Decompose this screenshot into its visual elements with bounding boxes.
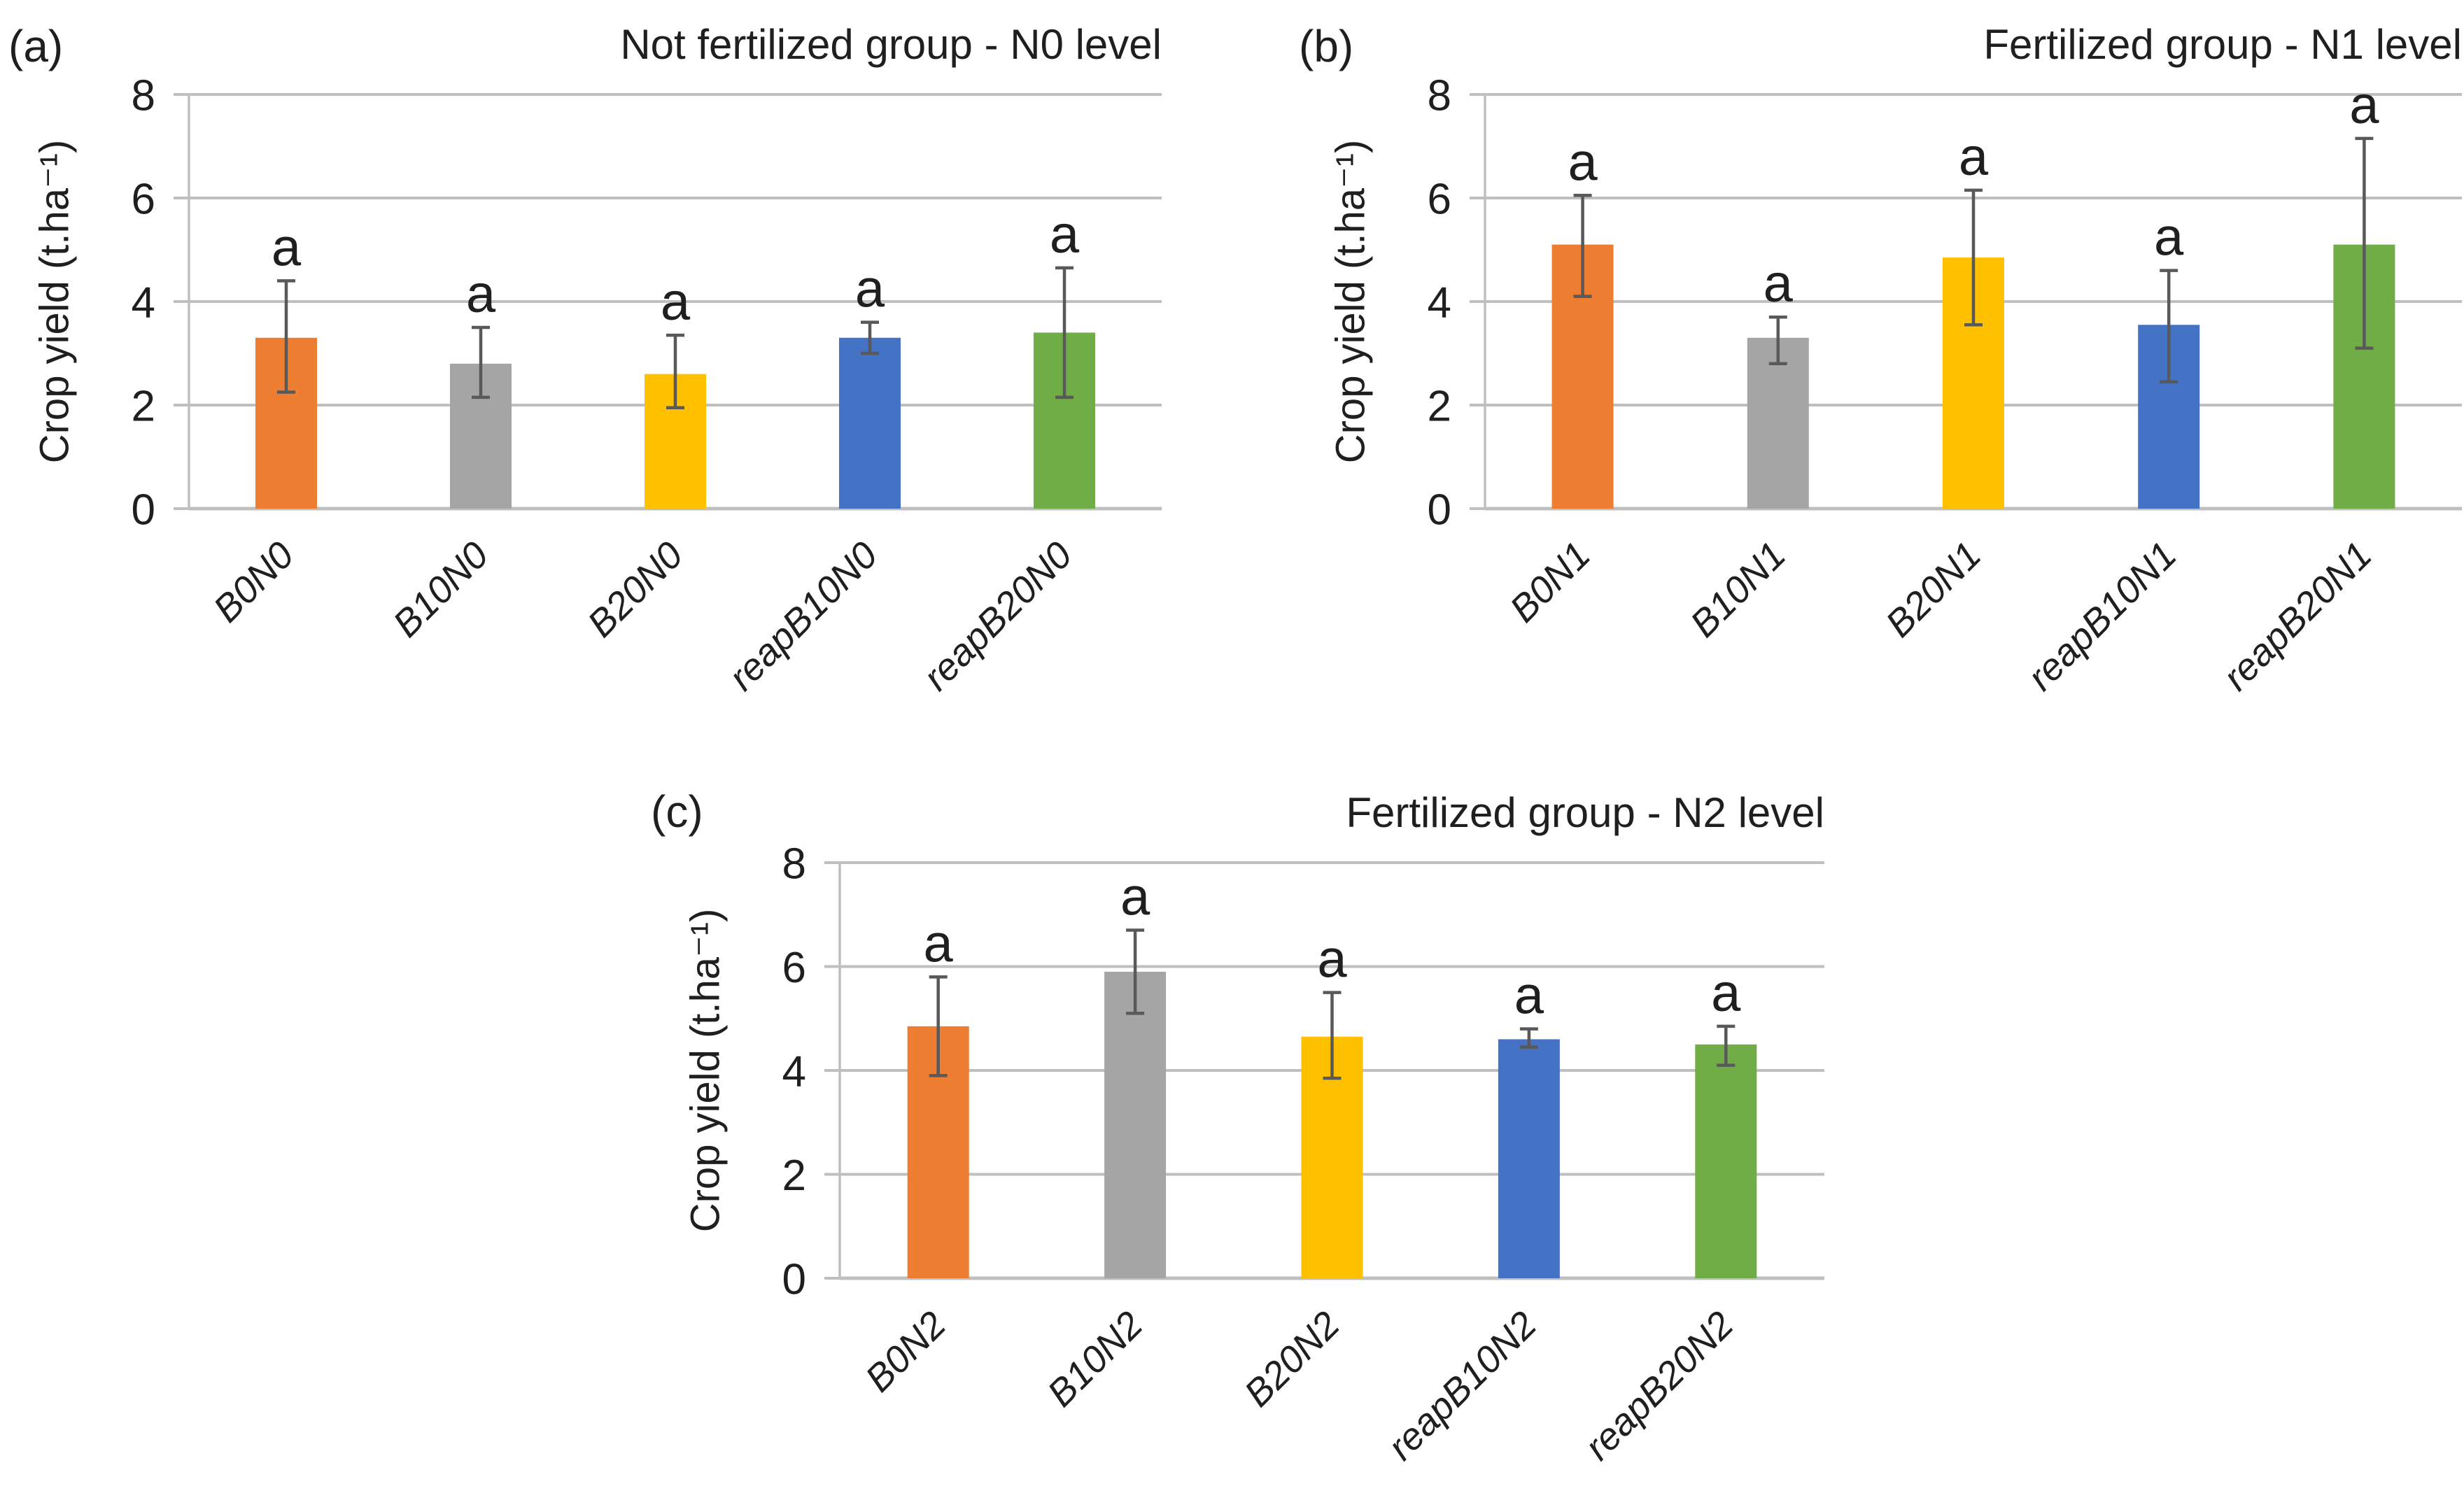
- sig-letter-reapB20N1: a: [2349, 76, 2379, 135]
- panel-c: 0 2 4 6 8 a B0N2 a B10N2 a B20N2 a reapB10N2 a reapB20…: [651, 786, 1824, 1469]
- sig-letter-B0N2: a: [924, 914, 954, 973]
- y-axis-title: Crop yield (t.ha⁻¹): [1328, 140, 1374, 464]
- panel-b: 0 2 4 6 8 a B0N1 a B10N1 a B20N1 a reapB10N1 a reapB20…: [1299, 21, 2462, 699]
- y-tick-label: 8: [132, 72, 155, 120]
- sig-letter-reapB10N1: a: [2154, 208, 2184, 267]
- y-axis-title: Crop yield (t.ha⁻¹): [683, 909, 728, 1233]
- x-category-label-B10N1: B10N1: [1682, 534, 1794, 645]
- y-tick-label: 0: [782, 1256, 806, 1304]
- sig-letter-B20N1: a: [1959, 127, 1989, 187]
- bar-reapB20N2: [1695, 1044, 1757, 1278]
- y-tick-label: 4: [132, 279, 155, 327]
- y-tick-label: 6: [782, 944, 806, 992]
- x-category-label-B0N0: B0N0: [206, 534, 302, 630]
- x-category-label-reapB20N2: reapB20N2: [1577, 1303, 1742, 1469]
- x-category-label-B0N2: B0N2: [857, 1303, 954, 1400]
- sig-letter-reapB20N0: a: [1050, 205, 1080, 264]
- bar-B10N1: [1747, 337, 1809, 509]
- panel-a: 0 2 4 6 8 a B0N0 a B10N0 a B20N0 a reapB10N0 a reapB20…: [8, 21, 1162, 699]
- panel-label: (b): [1299, 21, 1353, 71]
- y-tick-label: 8: [782, 840, 806, 889]
- sig-letter-B0N1: a: [1568, 132, 1598, 192]
- chart-title: Not fertilized group - N0 level: [620, 21, 1162, 68]
- x-category-label-B20N1: B20N1: [1878, 534, 1989, 645]
- x-category-label-reapB10N2: reapB10N2: [1380, 1303, 1545, 1469]
- y-tick-label: 6: [1428, 176, 1451, 224]
- y-tick-label: 2: [132, 383, 155, 431]
- y-tick-label: 4: [1428, 279, 1451, 327]
- x-category-label-B10N0: B10N0: [385, 534, 496, 645]
- bar-reapB10N2: [1498, 1039, 1560, 1278]
- x-category-label-B20N0: B20N0: [579, 534, 691, 645]
- sig-letter-B10N1: a: [1763, 254, 1794, 313]
- y-tick-label: 4: [782, 1048, 806, 1096]
- sig-letter-reapB10N0: a: [855, 260, 885, 319]
- sig-letter-B10N2: a: [1120, 868, 1150, 927]
- y-tick-label: 6: [132, 176, 155, 224]
- y-tick-label: 0: [1428, 486, 1451, 535]
- x-category-label-reapB10N0: reapB10N0: [721, 534, 886, 699]
- x-category-label-B0N1: B0N1: [1502, 534, 1598, 630]
- bar-reapB10N0: [839, 337, 901, 509]
- x-category-label-reapB10N1: reapB10N1: [2020, 534, 2185, 699]
- y-tick-label: 2: [1428, 383, 1451, 431]
- y-axis-title: Crop yield (t.ha⁻¹): [32, 140, 78, 464]
- sig-letter-B10N0: a: [466, 264, 496, 324]
- x-category-label-reapB20N0: reapB20N0: [915, 534, 1080, 699]
- sig-letter-reapB10N2: a: [1514, 966, 1544, 1026]
- sig-letter-B20N2: a: [1317, 930, 1347, 989]
- chart-title: Fertilized group - N1 level: [1983, 21, 2462, 68]
- sig-letter-B0N0: a: [272, 218, 302, 277]
- panel-label: (a): [8, 21, 63, 71]
- y-tick-label: 2: [782, 1152, 806, 1200]
- x-category-label-reapB20N1: reapB20N1: [2215, 534, 2380, 699]
- y-tick-label: 0: [132, 486, 155, 535]
- y-tick-label: 8: [1428, 72, 1451, 120]
- x-category-label-B20N2: B20N2: [1237, 1303, 1348, 1415]
- panel-label: (c): [651, 786, 703, 837]
- sig-letter-reapB20N2: a: [1711, 963, 1741, 1023]
- bar-B10N2: [1104, 971, 1167, 1278]
- sig-letter-B20N0: a: [661, 272, 691, 332]
- chart-title: Fertilized group - N2 level: [1346, 789, 1824, 836]
- x-category-label-B10N2: B10N2: [1039, 1303, 1150, 1415]
